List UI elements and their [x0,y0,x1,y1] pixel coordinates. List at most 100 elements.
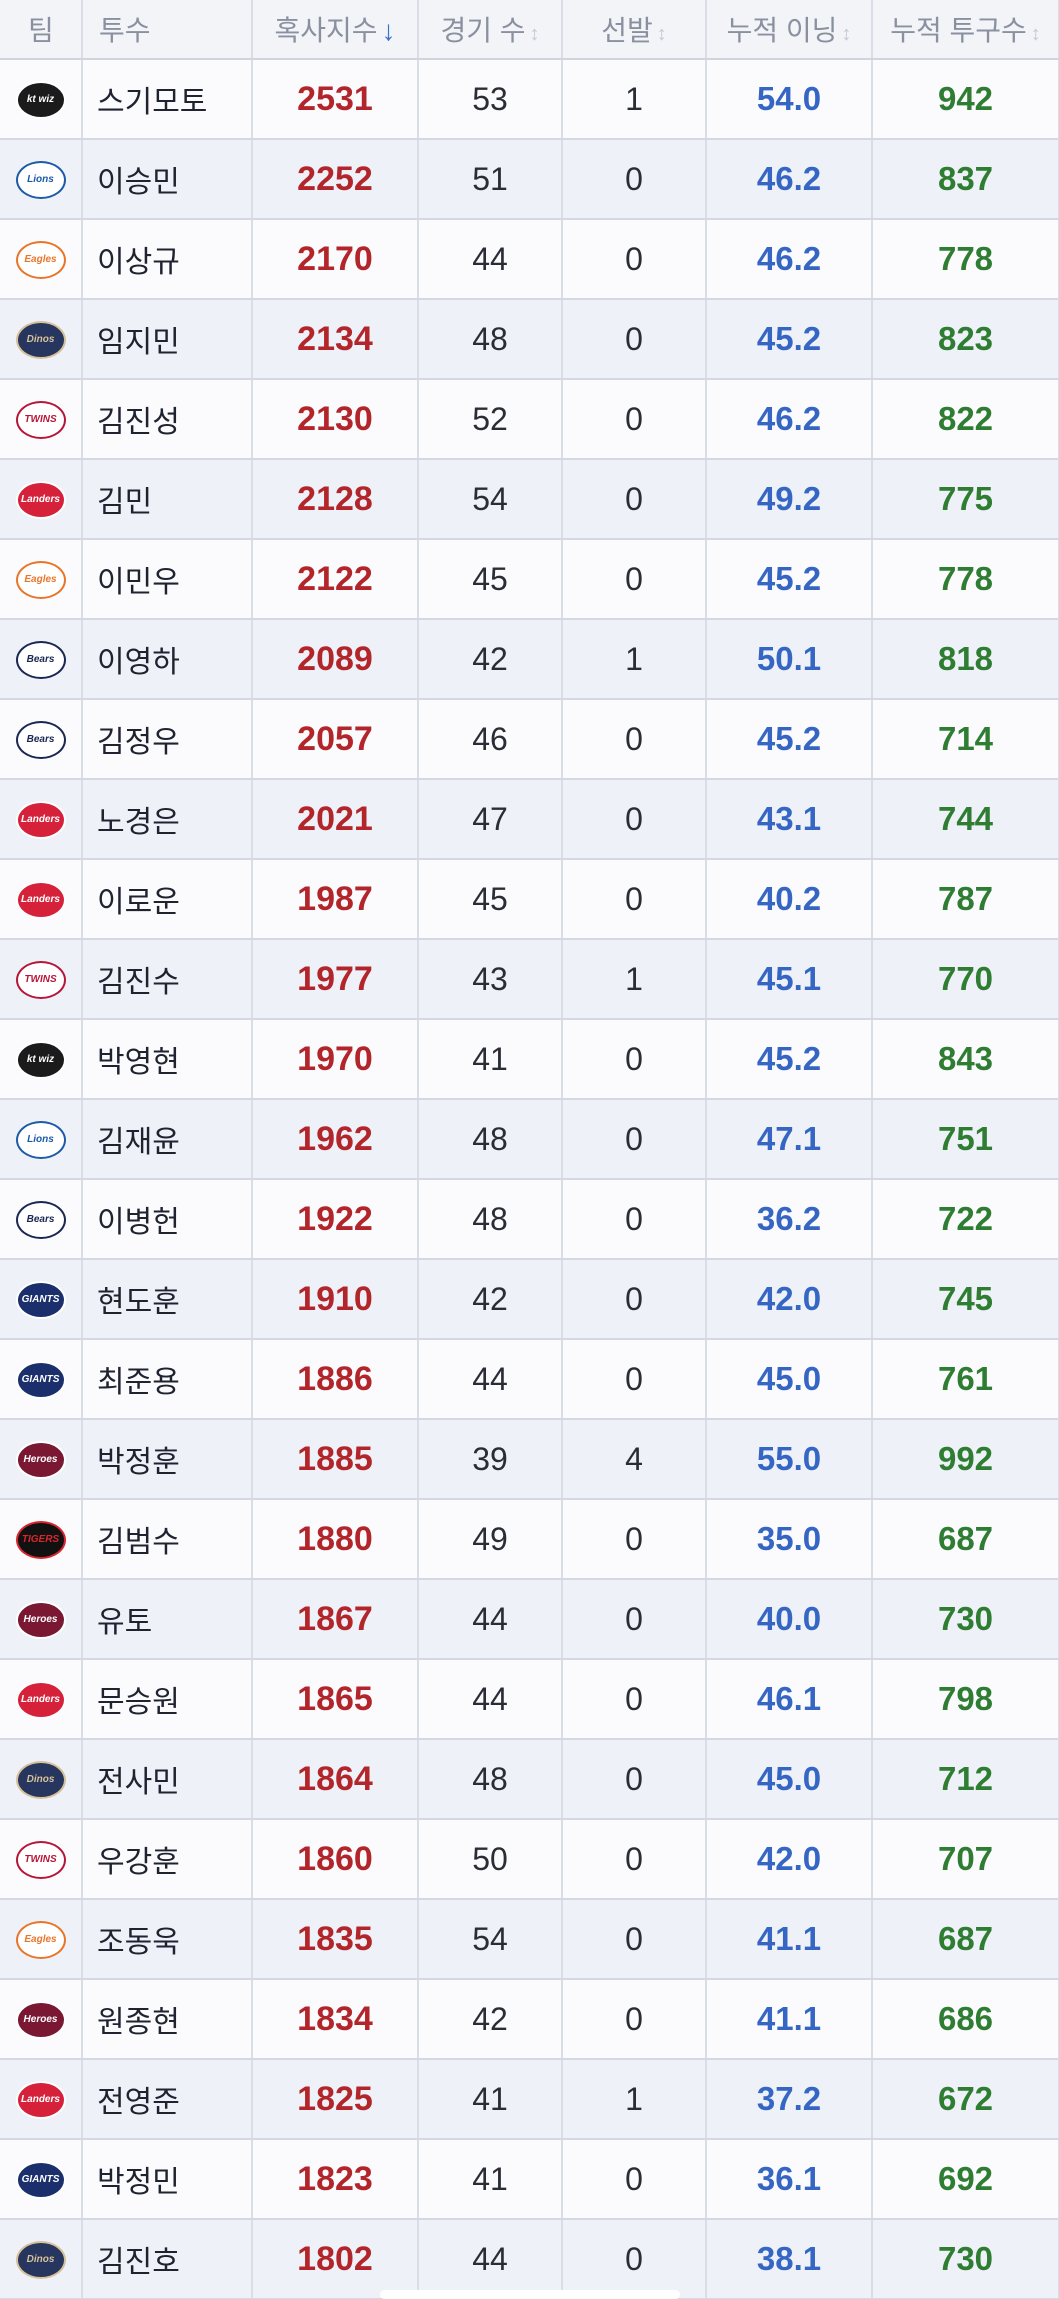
table-row[interactable]: Bears 이병헌 1922 48 0 36.2 722 [0,1179,1059,1260]
lions-logo-icon: Lions [15,160,66,199]
tigers-logo-icon: TIGERS [15,1520,66,1559]
games-started: 1 [562,2059,707,2140]
games-played: 42 [418,1979,563,2060]
table-row[interactable]: Dinos 김진호 1802 44 0 38.1 730 [0,2219,1059,2299]
overuse-index: 1865 [252,1659,419,1740]
games-played: 39 [418,1419,563,1500]
team-cell: kt wiz [0,59,83,140]
pitcher-name: 박정훈 [82,1419,253,1500]
team-cell: Dinos [0,2219,83,2299]
table-row[interactable]: kt wiz 스기모토 2531 53 1 54.0 942 [0,59,1059,140]
innings-pitched: 42.0 [706,1819,873,1900]
dinos-logo-icon: Dinos [15,2240,66,2279]
games-played: 50 [418,1819,563,1900]
table-row[interactable]: Eagles 조동욱 1835 54 0 41.1 687 [0,1899,1059,1980]
table-row[interactable]: Dinos 전사민 1864 48 0 45.0 712 [0,1739,1059,1820]
team-cell: Heroes [0,1579,83,1660]
games-started: 0 [562,1499,707,1580]
team-cell: GIANTS [0,2139,83,2220]
giants-logo-icon: GIANTS [15,1280,66,1319]
sort-toggle-icon[interactable]: ↕ [656,23,667,45]
table-row[interactable]: GIANTS 박정민 1823 41 0 36.1 692 [0,2139,1059,2220]
innings-pitched: 36.1 [706,2139,873,2220]
games-played: 48 [418,1099,563,1180]
pitcher-name: 이병헌 [82,1179,253,1260]
games-played: 46 [418,699,563,780]
sort-toggle-icon[interactable]: ↕ [529,23,540,45]
total-pitches: 692 [872,2139,1059,2220]
table-row[interactable]: Bears 이영하 2089 42 1 50.1 818 [0,619,1059,700]
table-row[interactable]: TWINS 김진성 2130 52 0 46.2 822 [0,379,1059,460]
table-row[interactable]: Heroes 유토 1867 44 0 40.0 730 [0,1579,1059,1660]
table-row[interactable]: TWINS 우강훈 1860 50 0 42.0 707 [0,1819,1059,1900]
table-row[interactable]: Landers 문승원 1865 44 0 46.1 798 [0,1659,1059,1740]
innings-pitched: 47.1 [706,1099,873,1180]
table-row[interactable]: GIANTS 최준용 1886 44 0 45.0 761 [0,1339,1059,1420]
table-row[interactable]: Bears 김정우 2057 46 0 45.2 714 [0,699,1059,780]
games-played: 41 [418,2139,563,2220]
column-header-pitcher-label: 투수 [99,15,151,46]
total-pitches: 778 [872,539,1059,620]
games-played: 52 [418,379,563,460]
table-row[interactable]: Landers 김민 2128 54 0 49.2 775 [0,459,1059,540]
games-played: 54 [418,1899,563,1980]
table-row[interactable]: Eagles 이상규 2170 44 0 46.2 778 [0,219,1059,300]
table-row[interactable]: Eagles 이민우 2122 45 0 45.2 778 [0,539,1059,620]
table-row[interactable]: kt wiz 박영현 1970 41 0 45.2 843 [0,1019,1059,1100]
table-row[interactable]: Landers 노경은 2021 47 0 43.1 744 [0,779,1059,860]
pitcher-name: 이상규 [82,219,253,300]
column-header-starts[interactable]: 선발 ↕ [562,0,707,60]
games-started: 0 [562,1099,707,1180]
innings-pitched: 45.2 [706,299,873,380]
games-played: 43 [418,939,563,1020]
team-cell: Bears [0,619,83,700]
total-pitches: 744 [872,779,1059,860]
pitcher-name: 이민우 [82,539,253,620]
innings-pitched: 45.2 [706,1019,873,1100]
table-row[interactable]: Lions 이승민 2252 51 0 46.2 837 [0,139,1059,220]
games-started: 0 [562,1979,707,2060]
table-row[interactable]: Lions 김재윤 1962 48 0 47.1 751 [0,1099,1059,1180]
total-pitches: 818 [872,619,1059,700]
overuse-index: 2089 [252,619,419,700]
sort-toggle-icon[interactable]: ↕ [1030,23,1041,45]
column-header-innings[interactable]: 누적 이닝 ↕ [706,0,873,60]
pitcher-name: 전사민 [82,1739,253,1820]
team-cell: GIANTS [0,1339,83,1420]
team-cell: Bears [0,699,83,780]
column-header-pitches[interactable]: 누적 투구수 ↕ [872,0,1059,60]
table-row[interactable]: Landers 전영준 1825 41 1 37.2 672 [0,2059,1059,2140]
sort-toggle-icon[interactable]: ↕ [841,23,852,45]
innings-pitched: 45.2 [706,539,873,620]
pitcher-name: 문승원 [82,1659,253,1740]
column-header-index[interactable]: 혹사지수 ↓ [252,0,419,60]
overuse-index: 1835 [252,1899,419,1980]
table-row[interactable]: Dinos 임지민 2134 48 0 45.2 823 [0,299,1059,380]
games-started: 1 [562,59,707,140]
total-pitches: 942 [872,59,1059,140]
games-started: 0 [562,2139,707,2220]
twins-logo-icon: TWINS [15,400,66,439]
sort-descending-icon[interactable]: ↓ [381,15,396,46]
total-pitches: 722 [872,1179,1059,1260]
pitcher-name: 전영준 [82,2059,253,2140]
overuse-index: 1910 [252,1259,419,1340]
games-played: 49 [418,1499,563,1580]
overuse-index: 1860 [252,1819,419,1900]
innings-pitched: 46.2 [706,139,873,220]
column-header-games[interactable]: 경기 수 ↕ [418,0,563,60]
pitcher-name: 김진호 [82,2219,253,2299]
table-row[interactable]: GIANTS 현도훈 1910 42 0 42.0 745 [0,1259,1059,1340]
table-row[interactable]: Landers 이로운 1987 45 0 40.2 787 [0,859,1059,940]
table-row[interactable]: TIGERS 김범수 1880 49 0 35.0 687 [0,1499,1059,1580]
total-pitches: 823 [872,299,1059,380]
overuse-index: 1977 [252,939,419,1020]
games-started: 1 [562,939,707,1020]
table-row[interactable]: TWINS 김진수 1977 43 1 45.1 770 [0,939,1059,1020]
table-row[interactable]: Heroes 박정훈 1885 39 4 55.0 992 [0,1419,1059,1500]
table-row[interactable]: Heroes 원종현 1834 42 0 41.1 686 [0,1979,1059,2060]
innings-pitched: 45.0 [706,1339,873,1420]
pitcher-name: 김범수 [82,1499,253,1580]
total-pitches: 775 [872,459,1059,540]
